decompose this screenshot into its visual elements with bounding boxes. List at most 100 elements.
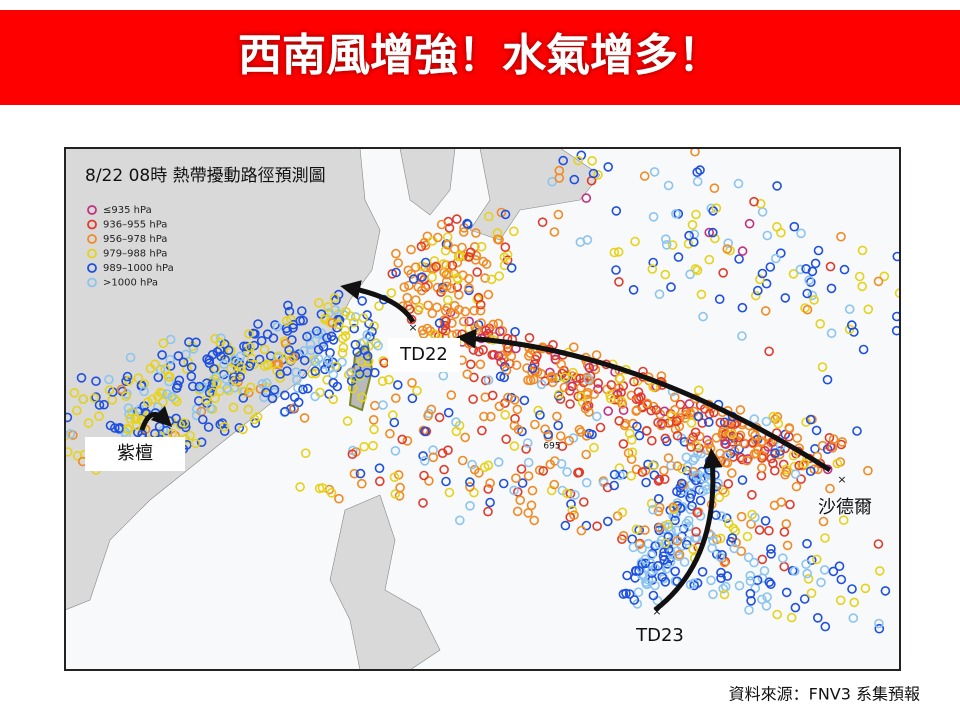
track-point [495, 371, 506, 382]
map-frame [64, 147, 901, 671]
track-point [803, 573, 814, 584]
track-point [826, 328, 837, 339]
track-point [686, 418, 697, 428]
track-point [811, 554, 822, 565]
map-label: 695 [543, 442, 560, 452]
legend-swatch [87, 263, 97, 273]
track-point [162, 389, 172, 399]
track-point [523, 508, 534, 518]
track-point [637, 467, 648, 477]
track-point [487, 390, 498, 401]
track-point [363, 356, 374, 367]
map-label: 沙德爾 [818, 497, 872, 518]
track-point [434, 412, 445, 423]
track-point [651, 405, 662, 415]
track-point [295, 482, 305, 492]
track-point [615, 374, 625, 384]
track-point [444, 223, 455, 233]
track-point [533, 405, 544, 416]
track-point [568, 342, 579, 353]
track-point [549, 479, 560, 490]
track-point [283, 300, 293, 311]
legend-swatch [87, 219, 97, 230]
track-point [419, 455, 430, 466]
track-point [397, 434, 408, 445]
track-point [270, 320, 280, 330]
track-point [347, 449, 358, 460]
track-point [807, 290, 818, 301]
track-point [760, 306, 771, 316]
track-point [582, 389, 592, 400]
track-point [750, 512, 760, 523]
track-point [249, 359, 259, 370]
track-point [653, 560, 663, 571]
arrow-td23 [653, 448, 723, 612]
track-point [630, 236, 640, 247]
legend-swatch [87, 205, 97, 215]
track-point [418, 498, 428, 508]
track-point [157, 350, 167, 360]
track-point [410, 262, 421, 273]
track-point [446, 390, 457, 400]
track-point [834, 561, 845, 572]
track-point [549, 227, 560, 237]
track-point [660, 269, 671, 280]
track-point [501, 434, 512, 445]
track-point [408, 274, 419, 284]
track-point [342, 416, 353, 426]
track-point [749, 449, 760, 459]
track-point [328, 335, 339, 345]
track-point [439, 464, 449, 475]
track-point [254, 354, 265, 365]
track-point [529, 515, 540, 526]
track-point [83, 418, 94, 428]
track-point [695, 165, 705, 175]
track-point [440, 245, 451, 256]
track-point [858, 344, 869, 355]
track-point [682, 535, 692, 546]
track-point [293, 383, 303, 393]
track-point [788, 269, 799, 279]
legend-swatch [87, 248, 97, 259]
track-point [464, 252, 474, 262]
track-point [626, 434, 637, 445]
track-point [692, 471, 702, 482]
track-point [737, 475, 748, 485]
track-point [799, 594, 810, 604]
track-point [427, 308, 438, 319]
track-point [472, 267, 483, 277]
track-point [402, 435, 413, 446]
track-point [349, 323, 360, 334]
track-point [696, 289, 707, 300]
track-point [578, 497, 589, 507]
track-point [486, 274, 497, 285]
track-point [822, 464, 833, 475]
track-point [718, 267, 729, 278]
track-point [768, 458, 778, 469]
track-point [606, 380, 617, 390]
track-point [72, 405, 82, 416]
track-point [516, 464, 527, 474]
track-point [261, 378, 272, 388]
track-point [313, 344, 324, 355]
track-point [547, 176, 558, 187]
track-point [566, 499, 576, 509]
track-point [476, 241, 487, 252]
track-point [679, 557, 690, 567]
track-point [632, 421, 642, 432]
track-point [657, 572, 668, 582]
track-point [956, 367, 960, 375]
track-point [690, 533, 701, 543]
track-point [918, 290, 926, 298]
track-point [125, 413, 136, 424]
label-box [388, 338, 460, 372]
track-point [717, 549, 727, 560]
track-point [167, 391, 177, 402]
track-point [172, 380, 183, 391]
track-point [465, 481, 475, 492]
track-point [302, 383, 313, 394]
track-point [553, 420, 564, 431]
track-point [506, 263, 517, 273]
track-point [416, 241, 427, 252]
land-philippines [329, 494, 441, 670]
